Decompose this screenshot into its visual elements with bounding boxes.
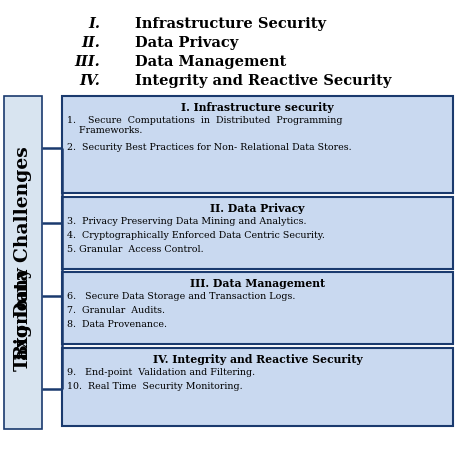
FancyBboxPatch shape	[4, 97, 42, 429]
FancyBboxPatch shape	[62, 198, 453, 269]
Text: I.: I.	[88, 17, 100, 31]
Text: I. Infrastructure security: I. Infrastructure security	[181, 102, 334, 113]
Text: III. Data Management: III. Data Management	[190, 277, 325, 288]
Text: Data Management: Data Management	[135, 55, 286, 69]
Text: 5. Granular  Access Control.: 5. Granular Access Control.	[67, 244, 204, 253]
Text: Taxonomy: Taxonomy	[14, 266, 32, 370]
FancyBboxPatch shape	[62, 97, 453, 193]
Text: 1.    Secure  Computations  in  Distributed  Programming
    Frameworks.: 1. Secure Computations in Distributed Pr…	[67, 116, 342, 135]
Text: 3.  Privacy Preserving Data Mining and Analytics.: 3. Privacy Preserving Data Mining and An…	[67, 216, 307, 226]
Text: 9.   End-point  Validation and Filtering.: 9. End-point Validation and Filtering.	[67, 367, 255, 376]
Text: 10.  Real Time  Security Monitoring.: 10. Real Time Security Monitoring.	[67, 381, 243, 390]
Text: Infrastructure Security: Infrastructure Security	[135, 17, 326, 31]
Text: 6.   Secure Data Storage and Transaction Logs.: 6. Secure Data Storage and Transaction L…	[67, 291, 296, 300]
Text: II. Data Privacy: II. Data Privacy	[210, 202, 305, 213]
Text: Integrity and Reactive Security: Integrity and Reactive Security	[135, 74, 392, 88]
Text: IV.: IV.	[79, 74, 100, 88]
Text: 7.  Granular  Audits.: 7. Granular Audits.	[67, 305, 165, 314]
Text: III.: III.	[74, 55, 100, 69]
Text: 4.  Cryptographically Enforced Data Centric Security.: 4. Cryptographically Enforced Data Centr…	[67, 230, 325, 239]
FancyBboxPatch shape	[62, 348, 453, 426]
Text: 8.  Data Provenance.: 8. Data Provenance.	[67, 319, 167, 328]
Text: IV. Integrity and Reactive Security: IV. Integrity and Reactive Security	[153, 353, 362, 364]
Text: Data Privacy: Data Privacy	[135, 36, 238, 50]
Text: 2.  Security Best Practices for Non- Relational Data Stores.: 2. Security Best Practices for Non- Rela…	[67, 143, 352, 152]
Text: II.: II.	[81, 36, 100, 50]
FancyBboxPatch shape	[62, 272, 453, 344]
Text: Big Data Challenges: Big Data Challenges	[14, 146, 32, 359]
